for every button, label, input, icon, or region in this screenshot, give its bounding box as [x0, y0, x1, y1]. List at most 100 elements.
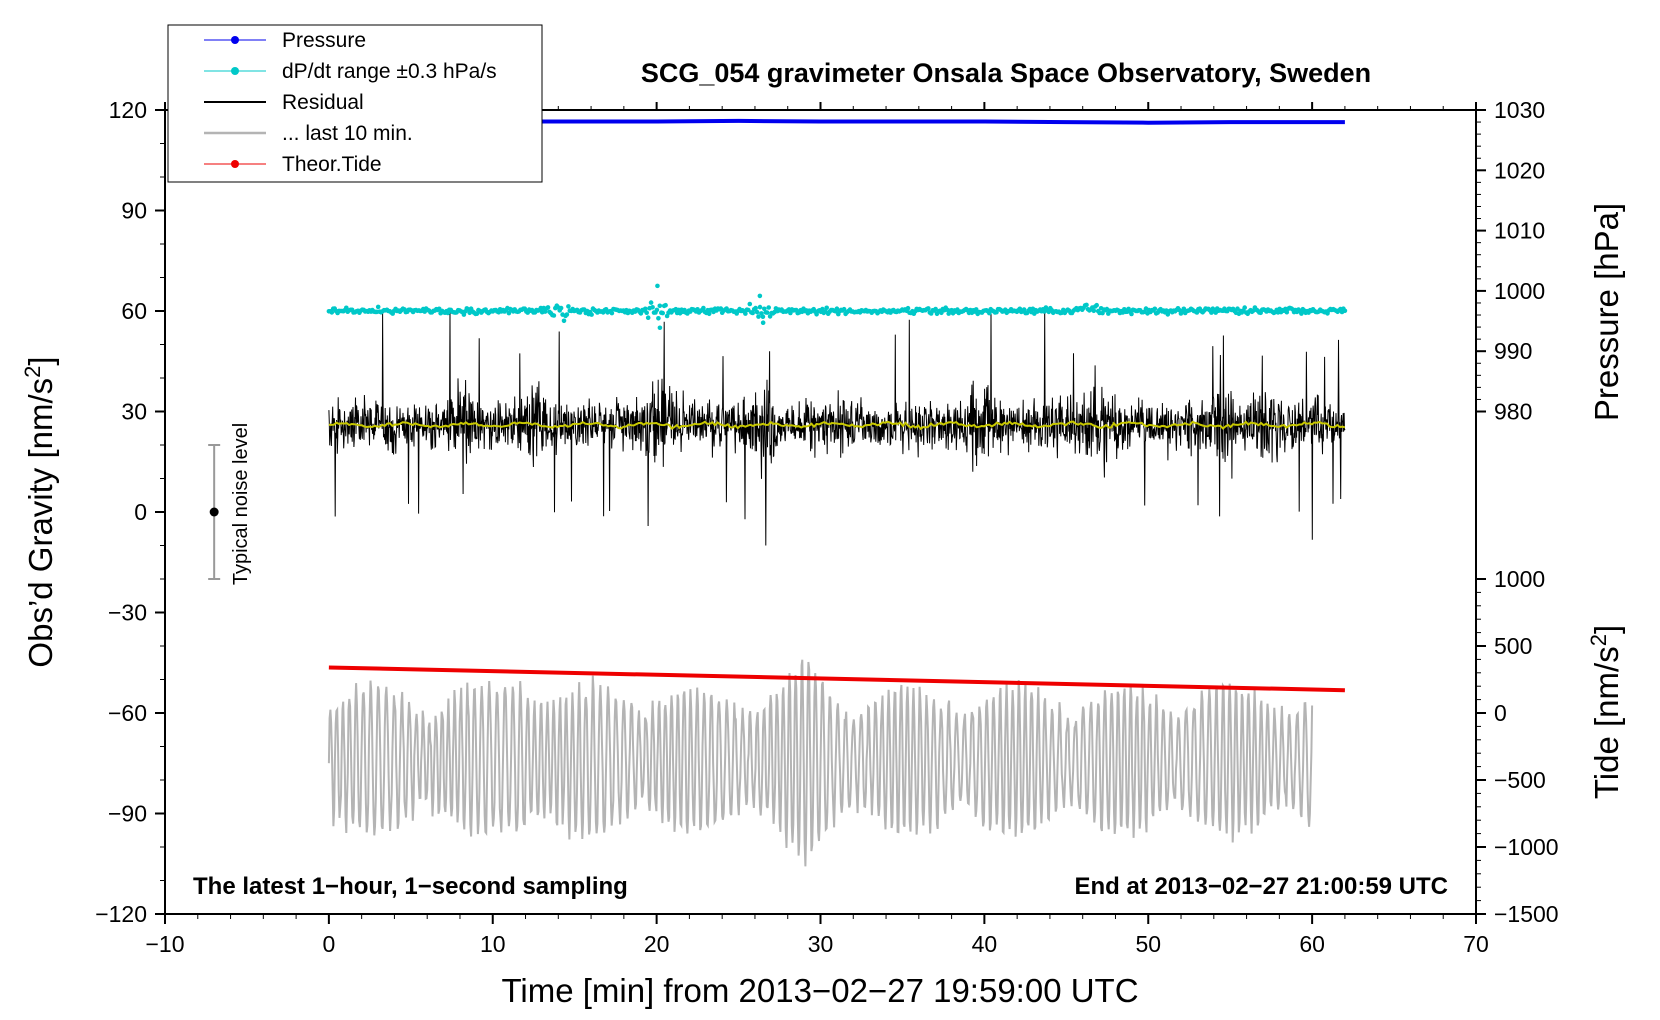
dpdt-point	[1299, 311, 1304, 316]
legend-marker	[231, 160, 239, 168]
x-tick-label: 60	[1299, 931, 1325, 957]
y-tick-label-left: −90	[108, 801, 147, 827]
y-tick-label-left: 120	[109, 97, 147, 123]
dpdt-point	[657, 325, 663, 331]
dpdt-point	[747, 301, 753, 307]
tide-tick-label: 500	[1494, 633, 1532, 659]
legend-label: Residual	[282, 91, 364, 114]
footer-left: The latest 1−hour, 1−second sampling	[193, 873, 628, 900]
dpdt-point	[926, 306, 931, 311]
dpdt-point	[1091, 308, 1097, 314]
dpdt-point	[644, 310, 649, 316]
dpdt-point	[551, 313, 557, 318]
dpdt-point	[756, 314, 761, 319]
x-tick-label: 70	[1463, 931, 1489, 957]
legend-label: Pressure	[282, 29, 366, 52]
residual-line	[328, 307, 1346, 546]
dpdt-point	[757, 304, 763, 310]
pressure-tick-label: 1030	[1494, 97, 1545, 123]
dpdt-scatter	[326, 283, 1348, 331]
x-tick-label: 20	[644, 931, 670, 957]
dpdt-point	[656, 316, 661, 321]
dpdt-point	[905, 305, 911, 311]
dpdt-point	[701, 305, 706, 311]
y-tick-label-left: 90	[121, 198, 147, 224]
ticks-layer: −10 0 10 20 30 40 50 60 70−120−90−60−30030609012…	[95, 97, 1558, 957]
tide-tick-label: −500	[1494, 767, 1546, 793]
dpdt-point	[655, 283, 660, 289]
dpdt-point	[648, 300, 654, 305]
dpdt-point	[506, 310, 512, 316]
legend-items: Pressure dP/dt range ±0.3 hPa/s Residual..…	[204, 29, 497, 176]
dpdt-point	[824, 305, 829, 311]
y-axis-title-tide: Tide [nm/s2]	[1586, 625, 1625, 799]
x-tick-label: 30	[808, 931, 834, 957]
dpdt-point	[754, 309, 760, 315]
y-axis-title-left: Obs’d Gravity [nm/s2]	[20, 356, 59, 667]
dpdt-point	[706, 311, 712, 317]
dpdt-point	[760, 314, 766, 320]
legend-label: ... last 10 min.	[282, 122, 413, 145]
pressure-tick-label: 1010	[1494, 218, 1545, 244]
pressure-tick-label: 990	[1494, 338, 1532, 364]
dpdt-point	[1152, 306, 1158, 312]
dpdt-point	[645, 315, 651, 321]
dpdt-point	[609, 310, 615, 316]
dpdt-point	[564, 312, 570, 317]
y-tick-label-left: −60	[108, 700, 147, 726]
noise-indicator: Typical noise level	[208, 423, 252, 585]
y-tick-label-left: −30	[108, 600, 147, 626]
dpdt-point	[1094, 302, 1099, 308]
pressure-tick-label: 980	[1494, 399, 1532, 425]
tide-tick-label: −1500	[1494, 901, 1559, 927]
dpdt-point	[760, 320, 766, 326]
series-layer	[326, 118, 1348, 867]
x-axis-title: Time [min] from 2013−02−27 19:59:00 UTC	[501, 972, 1138, 1009]
legend-marker	[231, 36, 239, 44]
y-tick-label-left: 0	[134, 499, 147, 525]
dpdt-point	[375, 304, 381, 310]
dpdt-point	[654, 307, 660, 313]
dpdt-point	[762, 306, 767, 312]
y-tick-label-left: −120	[95, 901, 147, 927]
dpdt-point	[743, 311, 748, 316]
dpdt-point	[1100, 310, 1105, 316]
pressure-line	[328, 118, 1345, 125]
dpdt-point	[1084, 302, 1089, 308]
x-tick-label: 50	[1135, 931, 1161, 957]
dpdt-point	[1342, 308, 1348, 314]
dpdt-point	[1129, 311, 1134, 317]
legend-label: dP/dt range ±0.3 hPa/s	[282, 60, 497, 83]
x-tick-label: −10	[145, 931, 184, 957]
dpdt-point	[589, 312, 594, 317]
footer-right: End at 2013−02−27 21:00:59 UTC	[1074, 873, 1448, 900]
legend-label: Theor.Tide	[282, 153, 382, 176]
tide-line	[328, 665, 1345, 693]
dpdt-point	[558, 305, 564, 311]
dpdt-point	[753, 305, 758, 311]
legend: Pressure dP/dt range ±0.3 hPa/s Residual..…	[167, 24, 543, 183]
chart-title: SCG_054 gravimeter Onsala Space Observat…	[641, 58, 1371, 88]
legend-box	[167, 24, 543, 183]
y-axis-title-pressure: Pressure [hPa]	[1588, 203, 1625, 421]
dpdt-point	[650, 305, 655, 310]
pressure-tick-label: 1020	[1494, 157, 1545, 183]
dpdt-point	[757, 293, 763, 299]
dpdt-point	[660, 310, 665, 316]
x-tick-label: 0	[322, 931, 335, 957]
dpdt-point	[561, 318, 567, 324]
dpdt-point	[766, 305, 771, 310]
pressure-tick-label: 1000	[1494, 278, 1545, 304]
x-tick-label: 10	[480, 931, 506, 957]
dpdt-point	[663, 302, 668, 308]
dpdt-point	[643, 306, 648, 312]
dpdt-point	[545, 305, 551, 310]
dpdt-point	[1021, 307, 1027, 312]
dpdt-point	[474, 311, 480, 317]
legend-marker	[231, 67, 239, 75]
tide-tick-label: 0	[1494, 700, 1507, 726]
dpdt-point	[657, 303, 663, 309]
dpdt-point	[1242, 305, 1247, 310]
noise-label: Typical noise level	[230, 423, 252, 585]
